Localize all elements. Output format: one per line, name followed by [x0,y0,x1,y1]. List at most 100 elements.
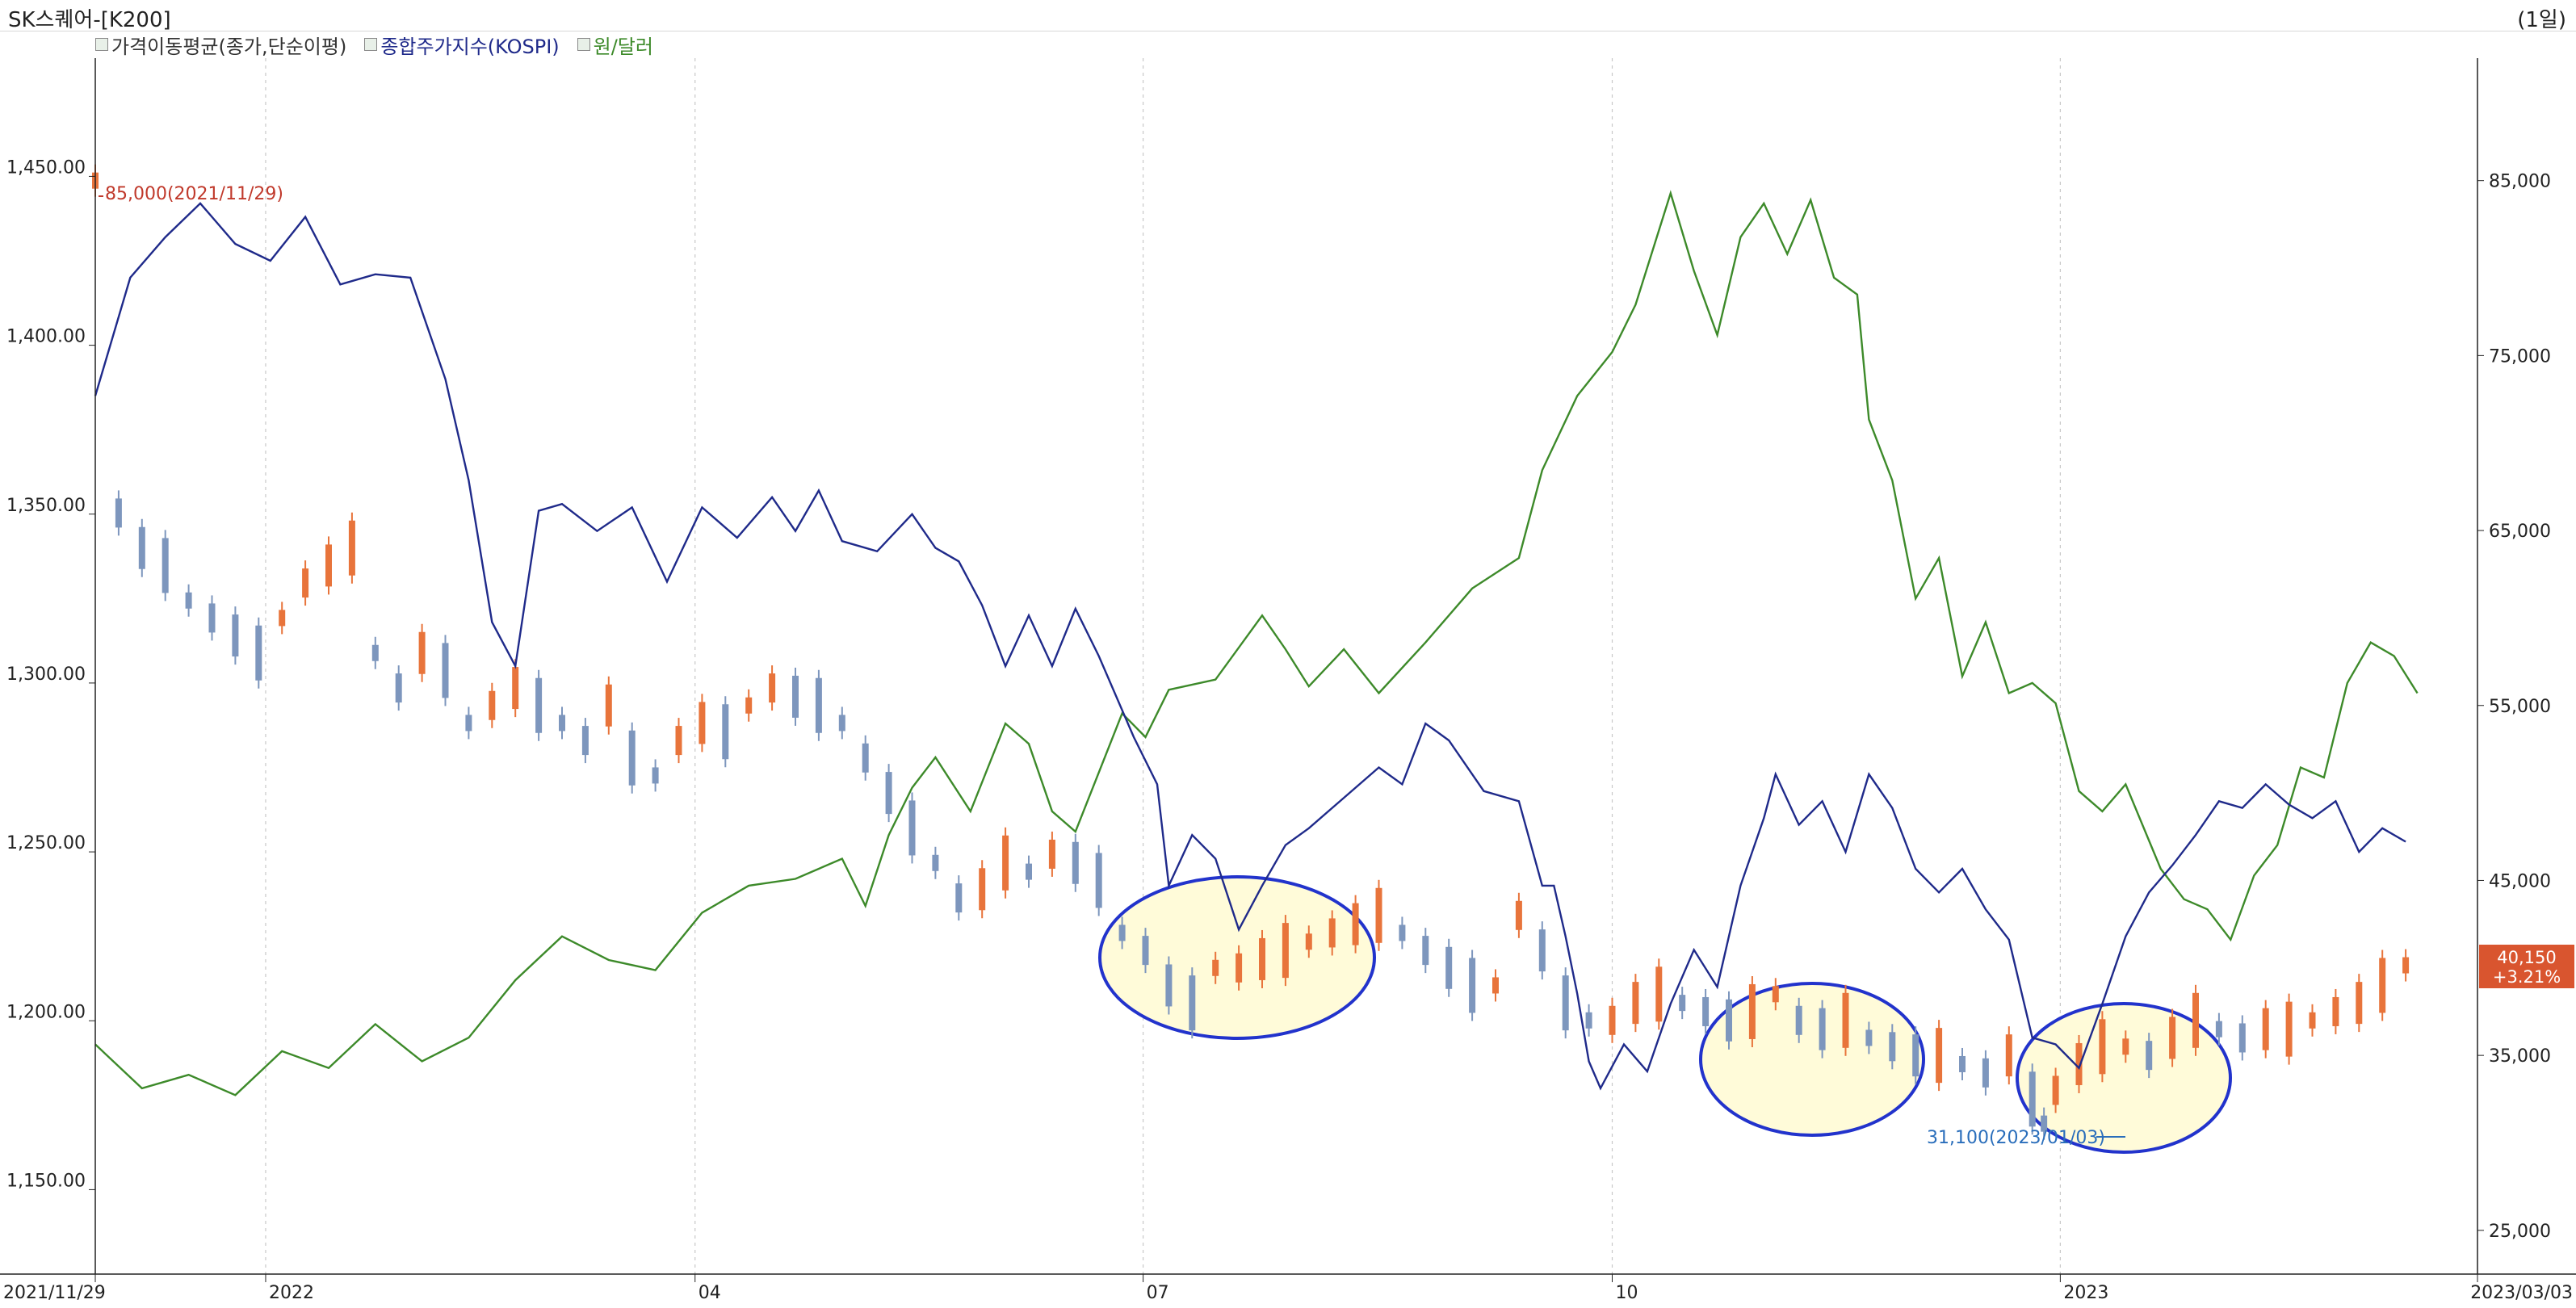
candle-body [2075,1042,2083,1085]
candle-body [1982,1058,1989,1088]
candle-body [138,526,145,569]
candle-body [885,772,892,815]
candle-body [1795,1005,1802,1035]
min-price-label: 31,100(2023/01/03) [1927,1128,2105,1148]
y-right-tick-label: 55,000 [2489,697,2551,717]
candle-body [1492,977,1499,994]
candle-body [1212,959,1219,976]
candle-body [512,667,519,710]
candle-body [1702,996,1710,1026]
candle-body [1515,900,1522,930]
candle-body [371,644,379,661]
candle-body [2169,1017,2176,1059]
candle-body [628,730,636,786]
candles [92,164,2410,1140]
candle-body [302,568,309,598]
candle-body [979,868,986,911]
candle-body [115,498,122,528]
legend-label: 원/달러 [593,35,653,58]
last-change-label: +3.21% [2493,967,2561,987]
candle-body [1655,966,1663,1022]
candle-body [1819,1008,1826,1050]
series-lines [94,190,2419,1096]
checkbox-icon[interactable] [95,38,108,51]
candle-body [838,715,845,732]
candle-body [2146,1041,2153,1071]
legend: 가격이동평균(종가,단순이평) 종합주가지수(KOSPI) 원/달러 [95,31,653,58]
candle-body [581,726,589,756]
checkbox-icon[interactable] [364,38,378,51]
candle-body [1399,924,1406,941]
candle-body [185,592,192,609]
candle-body [605,684,612,727]
legend-item-kospi[interactable]: 종합주가지수(KOSPI) [364,31,560,59]
y-left-tick-label: 1,450.00 [6,157,86,178]
candle-body [908,800,916,856]
y-right-tick-label: 25,000 [2489,1222,2551,1242]
candle-body [489,690,496,720]
candle-body [1842,992,1849,1048]
candle-body [2122,1038,2129,1055]
axes: 1,150.00 1,200.00 1,250.00 1,300.00 1,350.00… [0,58,2576,1303]
candle-body [1538,929,1546,972]
candle-body [1305,933,1312,950]
checkbox-icon[interactable] [577,38,590,51]
candle-body [2192,992,2199,1048]
legend-item-usdkrw[interactable]: 원/달러 [577,31,653,59]
candle-body [1959,1055,1966,1072]
candle-body [348,520,355,576]
y-left-tick-label: 1,400.00 [6,327,86,347]
candle-body [2379,958,2386,1013]
candle-body [1375,887,1382,943]
candle-body [1259,937,1265,980]
candle-body [208,603,216,633]
candle-body [1772,986,1779,1003]
candle-body [1912,1034,1919,1077]
y-left-tick-label: 1,250.00 [6,833,86,853]
candle-body [559,715,565,732]
y-right-tick-label: 35,000 [2489,1046,2551,1067]
highlight-ellipse [1699,982,1925,1137]
period-label[interactable]: (1일) [2517,8,2566,32]
y-left-tick-label: 1,200.00 [6,1002,86,1022]
candle-body [2052,1075,2059,1105]
candle-body [675,726,682,756]
last-price-box [2479,945,2574,988]
legend-item-moving-average[interactable]: 가격이동평균(종가,단순이평) [95,31,346,59]
y-right-tick-label: 45,000 [2489,871,2551,891]
x-tick-label: 07 [1147,1283,1169,1303]
candle-body [418,631,426,674]
candle-body [1095,853,1102,908]
candle-body [769,673,776,703]
y-right-tick-label: 75,000 [2489,346,2551,367]
candle-body [1865,1029,1873,1046]
x-tick-label: 2023/03/03 [2470,1283,2573,1303]
candle-body [1632,982,1639,1025]
x-tick-label: 2021/11/29 [3,1283,106,1303]
candle-body [792,675,799,718]
candle-body [955,883,963,913]
candle-body [2262,1008,2269,1050]
y-right-tick-label: 85,000 [2489,172,2551,192]
y-left-tick-label: 1,300.00 [6,664,86,685]
candle-body [1585,1012,1592,1029]
y-left-tick-label: 1,350.00 [6,496,86,516]
candle-body [1469,958,1476,1013]
candle-body [1282,923,1289,979]
candle-body [2332,996,2339,1026]
annotations: 85,000(2021/11/29) 31,100(2023/01/03) 40,1… [99,184,2574,1148]
candle-body [2215,1021,2222,1038]
series-line-0 [94,190,2419,1096]
candle-body [2099,1019,2106,1075]
candle-body [1609,1005,1616,1035]
candle-body [279,610,286,627]
candle-body [699,702,706,744]
candle-body [1562,975,1569,1031]
candle-body [1726,999,1732,1042]
candle-body [862,743,869,773]
x-tick-label: 2022 [269,1283,314,1303]
candle-body [1236,953,1243,983]
candle-body [2402,957,2410,974]
